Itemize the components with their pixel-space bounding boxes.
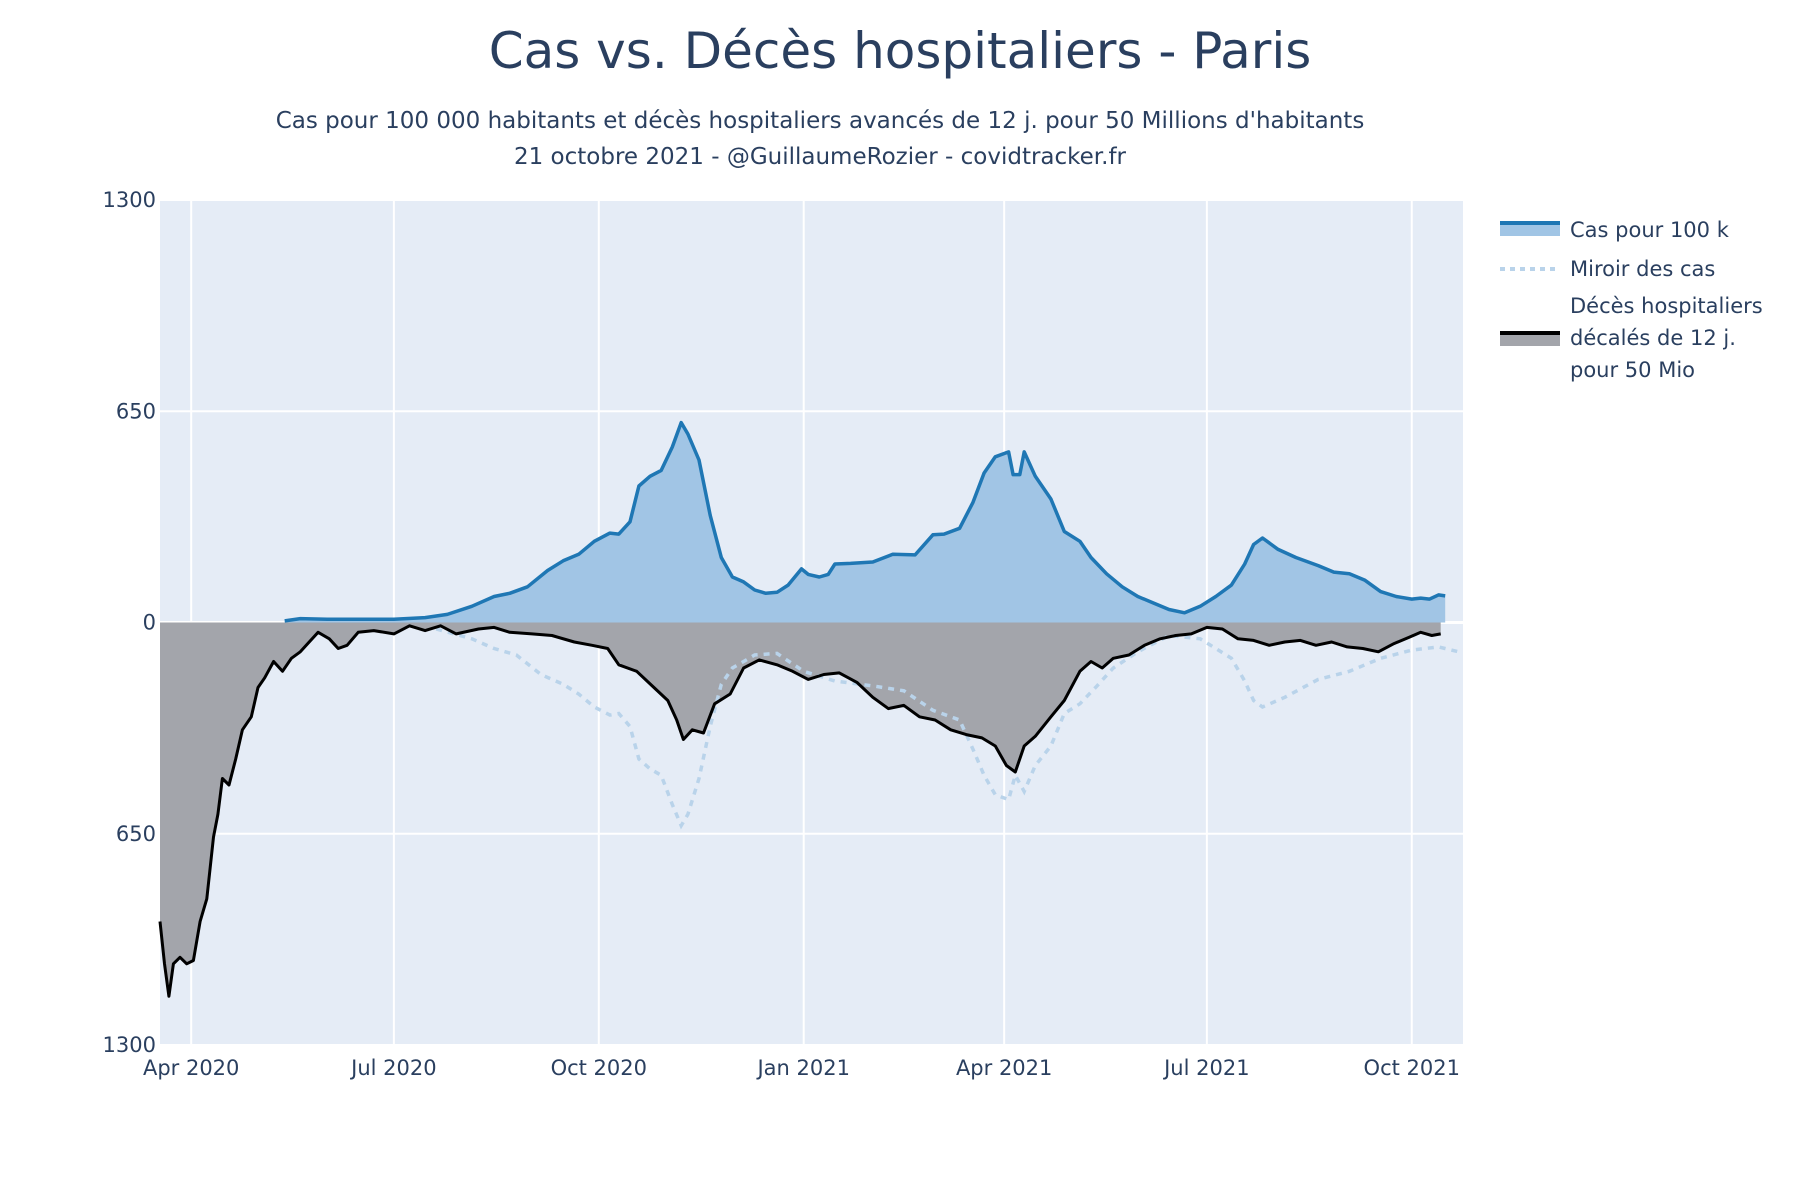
y-tick-label: 0 [143,611,156,635]
chart-subtitle: Cas pour 100 000 habitants et décès hosp… [275,108,1365,134]
area-fills [160,422,1446,997]
x-tick-label: Jul 2021 [1162,1056,1249,1080]
deaths-series-line [158,624,1441,998]
chart-title: Cas vs. Décès hospitaliers - Paris [488,22,1312,80]
x-tick-label: Oct 2021 [1364,1056,1460,1080]
legend-label-deaths-line2: décalés de 12 j. [1570,326,1736,350]
legend-label-cases: Cas pour 100 k [1570,218,1730,242]
mirror-series-line [435,627,1459,830]
x-tick-label: Oct 2020 [551,1056,647,1080]
legend-label-deaths-line3: pour 50 Mio [1570,358,1695,382]
x-tick-label: Apr 2020 [143,1056,239,1080]
y-tick-label: 1300 [103,1033,156,1057]
legend-label-mirror: Miroir des cas [1570,257,1715,281]
legend-item-mirror[interactable]: Miroir des cas [1500,257,1715,281]
legend-item-deaths[interactable]: Décès hospitaliers décalés de 12 j. pour… [1500,294,1763,382]
x-tick-label: Jul 2020 [349,1056,436,1080]
legend-label-deaths-line1: Décès hospitaliers [1570,294,1763,318]
legend-swatch-deaths-fill [1500,333,1560,346]
legend-swatch-cases-fill [1500,223,1560,236]
legend[interactable]: Cas pour 100 k Miroir des cas Décès hosp… [1500,218,1763,382]
cases-area-fill [284,422,1446,623]
y-tick-label: 650 [116,399,156,423]
cases-series-line [284,420,1446,623]
series-lines [158,420,1459,998]
legend-item-cases[interactable]: Cas pour 100 k [1500,218,1730,242]
y-tick-label: 1300 [103,188,156,212]
y-tick-label: 650 [116,822,156,846]
x-tick-label: Apr 2021 [956,1056,1052,1080]
chart-source-line: 21 octobre 2021 - @GuillaumeRozier - cov… [513,144,1127,170]
deaths-area-fill [160,622,1441,997]
x-tick-label: Jan 2021 [755,1056,850,1080]
